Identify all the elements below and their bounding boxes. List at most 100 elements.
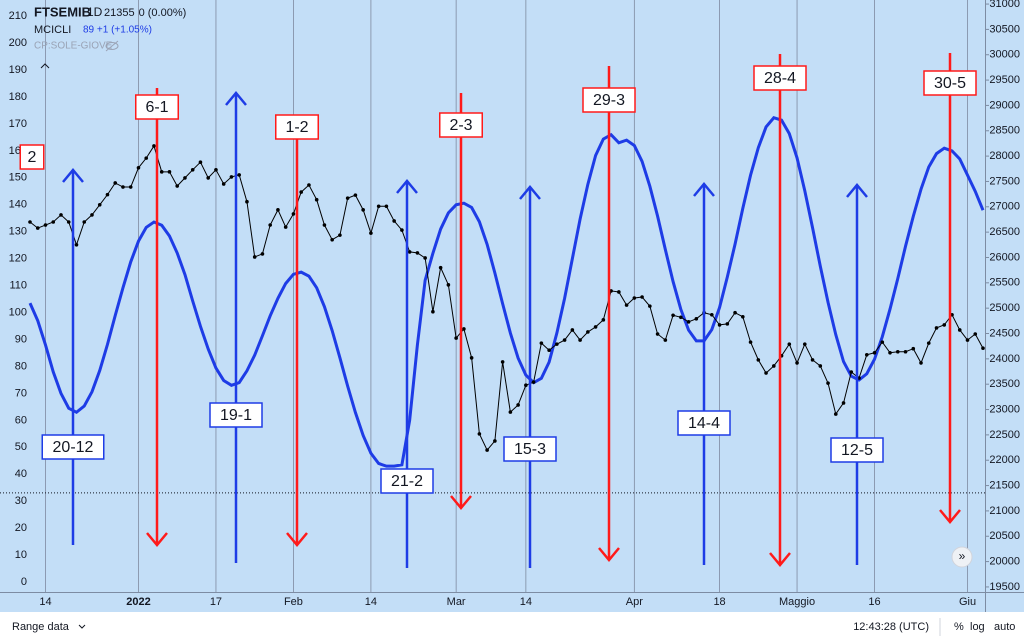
x-tick-label: 14 [365,596,377,608]
annotation-box [275,114,319,140]
annotation-box [135,94,179,120]
data-point [221,182,226,186]
data-point [229,175,234,179]
data-point [849,370,854,374]
indicator-name[interactable]: MCICLI [34,24,71,36]
data-point [159,170,164,174]
x-tick-label: Mar [447,596,466,608]
data-point [384,204,389,209]
last-change: 0 (0.00%) [139,7,187,19]
data-point [35,226,40,230]
data-point [493,439,497,443]
series-line [28,116,985,468]
annotation-arrowhead [146,532,168,547]
data-point [818,364,823,368]
y2-tick-label: 22500 [989,429,1020,441]
data-point [679,315,683,320]
x-tick-label: 14 [520,596,532,608]
annotation-box [582,87,636,113]
y-tick-label: 170 [9,118,27,130]
data-point [524,383,528,388]
y-tick-label: 50 [15,441,27,453]
data-point [624,303,629,307]
data-point [578,338,582,342]
indicator-value: 89 +1 (+1.05%) [83,25,152,36]
data-point [469,356,474,360]
annotation-arrowhead [286,532,308,547]
data-point [314,197,319,202]
data-point [934,326,939,330]
data-point [190,167,195,172]
y2-tick-label: 30500 [989,23,1020,35]
log-toggle[interactable]: log [970,621,985,633]
annotation-label: 12-5 [841,442,873,459]
y-tick-label: 200 [9,37,27,49]
data-point [648,304,652,308]
annotation-label: 1-2 [285,119,308,136]
data-point [741,314,745,319]
y2-tick-label: 25000 [989,302,1020,314]
data-point [361,208,365,212]
annotation-arrowhead [939,509,961,524]
y2-tick-label: 21000 [989,505,1020,517]
data-point [663,338,668,342]
data-point [299,190,303,194]
y2-tick-label: 27500 [989,175,1020,187]
y-tick-label: 140 [9,199,27,211]
data-point [942,323,947,327]
y2-tick-label: 25500 [989,277,1020,289]
data-point [787,342,792,346]
data-point [392,219,396,223]
percent-toggle[interactable]: % [954,621,964,633]
x-tick-label: Giu [959,596,976,608]
annotation-label: 30-5 [934,75,966,92]
annotation-arrowhead [62,168,84,183]
y-tick-label: 60 [15,414,27,426]
y-tick-label: 130 [9,226,27,238]
annotation-label: 2-3 [449,117,472,134]
data-point [710,312,714,317]
interval[interactable]: 1D [87,5,103,19]
y2-tick-label: 23500 [989,378,1020,390]
data-point [555,342,559,346]
annotation-arrowhead [598,547,620,562]
y2-tick-label: 29000 [989,99,1020,111]
y2-tick-label: 26000 [989,251,1020,263]
annotation-arrowhead [769,552,791,567]
y-tick-label: 110 [9,280,27,292]
data-point [640,295,644,299]
annotation-arrowhead [225,91,247,106]
scroll-button[interactable]: » [951,546,973,568]
symbol[interactable]: FTSEMIB [34,4,91,19]
data-point [508,410,513,414]
annotation-box [380,468,434,494]
data-point [485,448,489,452]
data-point [82,220,87,224]
data-point [841,401,846,405]
y-tick-label: 150 [9,172,27,184]
data-point [353,193,358,197]
data-point [516,403,520,407]
x-tick-label: 14 [39,596,51,608]
data-point [570,328,575,332]
data-point [903,349,908,354]
data-point [725,322,730,326]
data-point [756,358,761,362]
indicator-name[interactable]: CP:SOLE-GIOVE [34,41,113,52]
data-point [864,352,869,357]
auto-toggle[interactable]: auto [994,621,1015,633]
annotation-arrowhead [693,182,715,197]
annotation-box [830,437,884,463]
data-point [601,318,606,322]
data-point [252,255,257,259]
range-button[interactable]: Range data [12,621,70,633]
y-tick-label: 120 [9,253,27,265]
collapse-button[interactable] [40,63,50,69]
y2-tick-label: 29500 [989,74,1020,86]
data-point [500,360,505,364]
eye-icon[interactable] [105,40,119,52]
data-point [338,233,342,237]
data-point [322,223,327,227]
data-point [260,252,265,256]
data-point [214,167,218,172]
